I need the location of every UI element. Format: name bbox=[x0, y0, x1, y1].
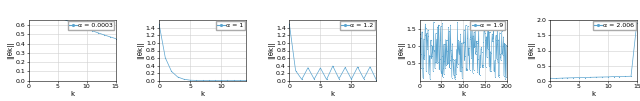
X-axis label: k: k bbox=[200, 91, 205, 97]
Y-axis label: ||θk||: ||θk|| bbox=[398, 42, 405, 59]
Legend: α = 1.2: α = 1.2 bbox=[340, 21, 375, 30]
Y-axis label: ||θk||: ||θk|| bbox=[7, 42, 14, 59]
X-axis label: k: k bbox=[591, 91, 595, 97]
Legend: α = 2.006: α = 2.006 bbox=[593, 21, 636, 30]
Legend: α = 0.0003: α = 0.0003 bbox=[68, 21, 115, 30]
Legend: α = 1: α = 1 bbox=[216, 21, 244, 30]
Legend: α = 1.9: α = 1.9 bbox=[470, 21, 505, 30]
X-axis label: k: k bbox=[70, 91, 74, 97]
Y-axis label: ||θk||: ||θk|| bbox=[268, 42, 275, 59]
Y-axis label: ||θk||: ||θk|| bbox=[528, 42, 535, 59]
X-axis label: k: k bbox=[331, 91, 335, 97]
X-axis label: k: k bbox=[461, 91, 465, 97]
Y-axis label: ||θk||: ||θk|| bbox=[138, 42, 145, 59]
